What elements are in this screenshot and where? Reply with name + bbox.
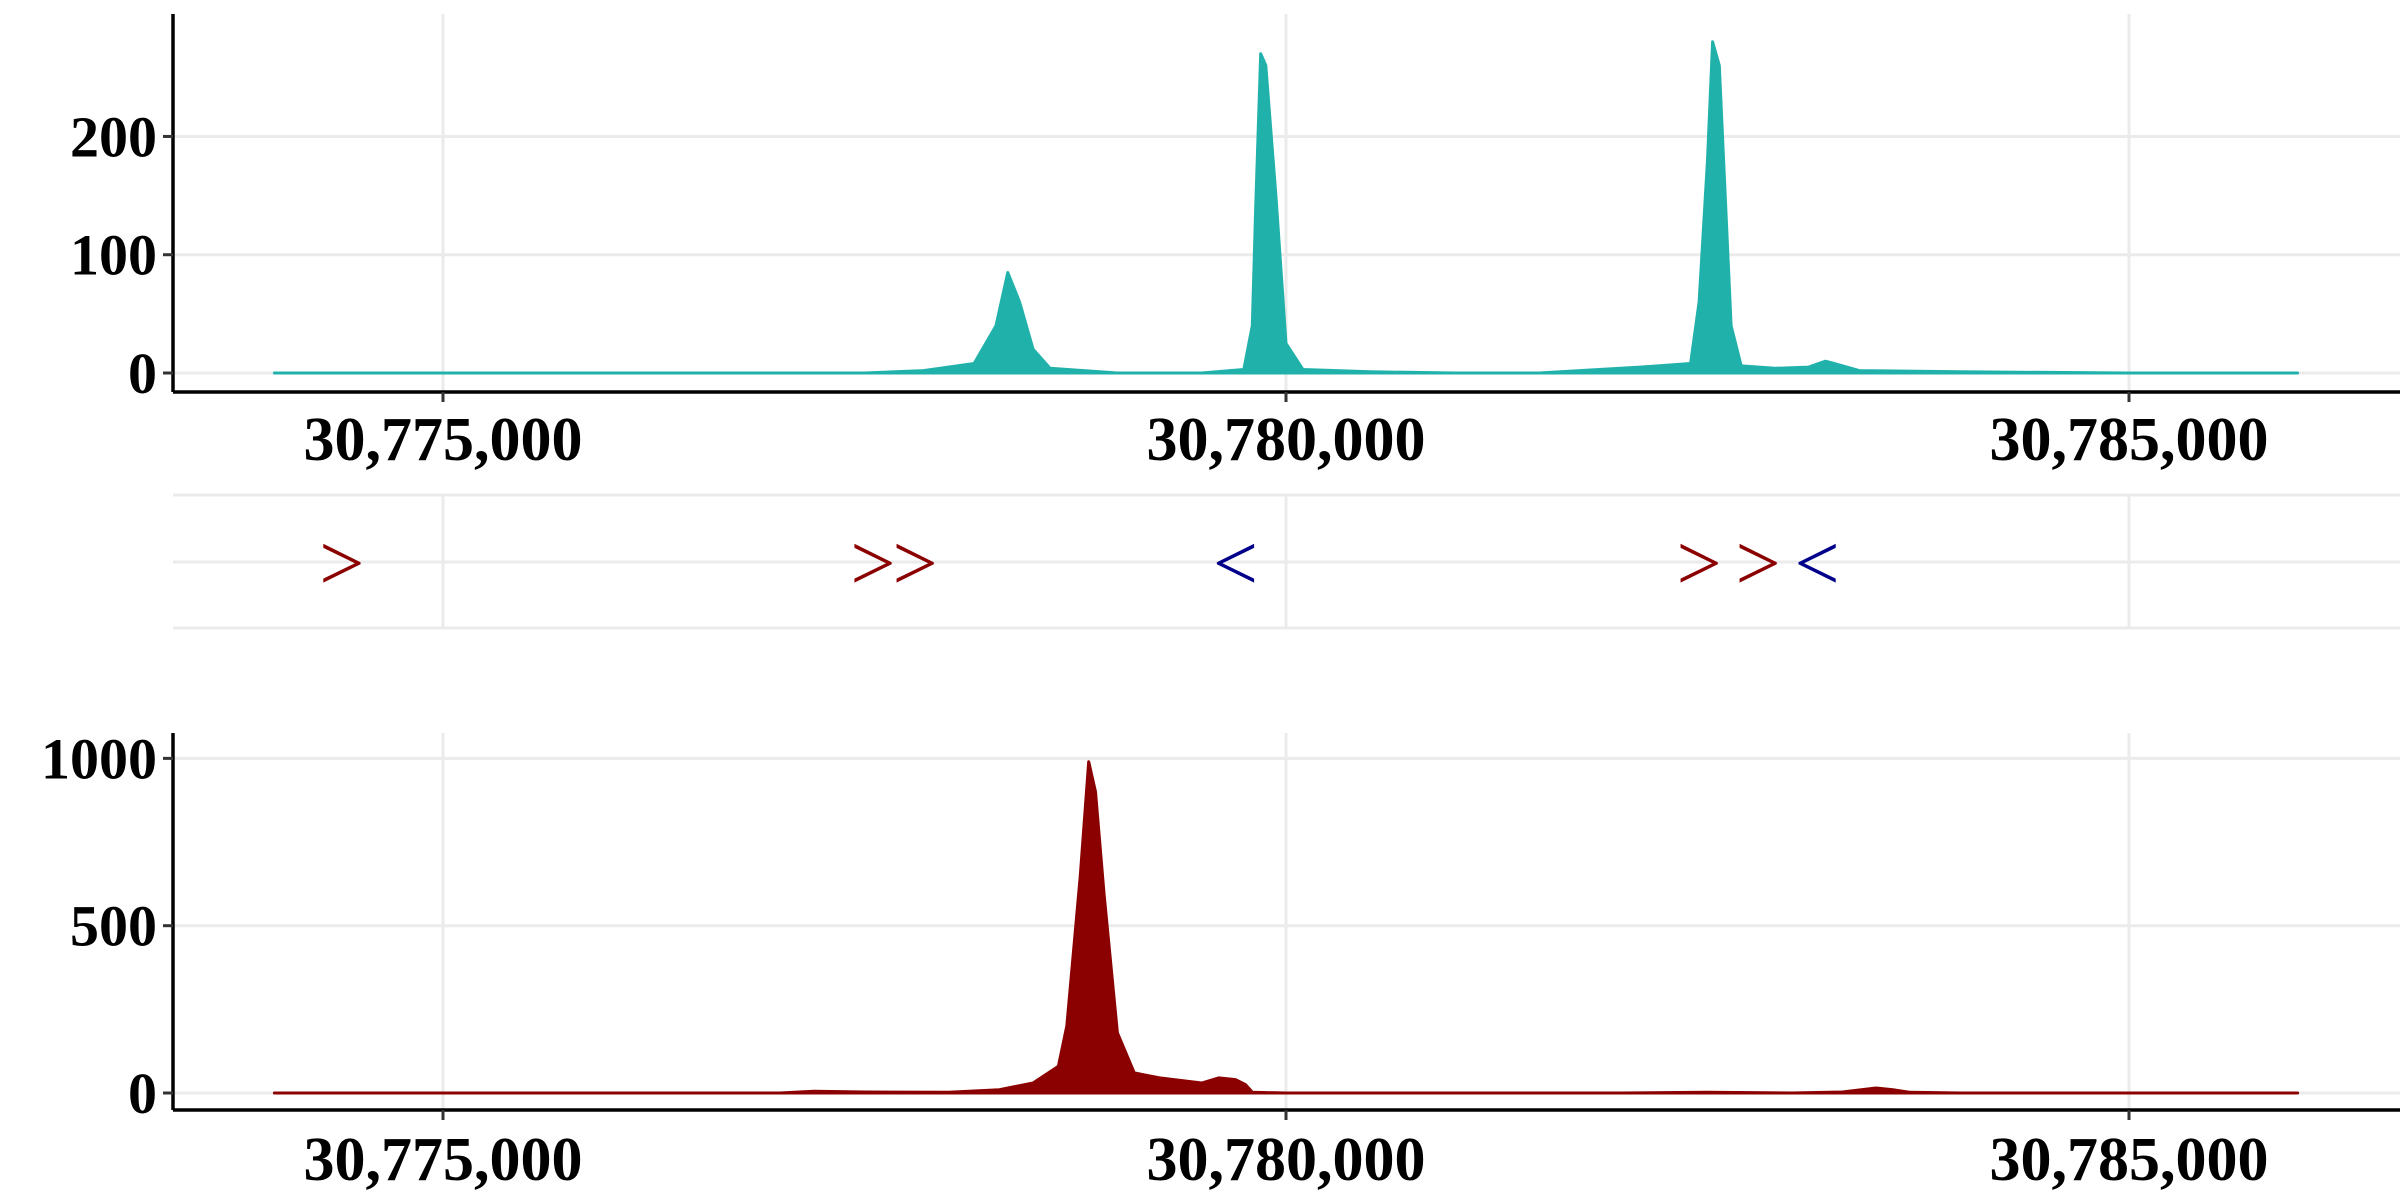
y-tick-label: 200 — [70, 104, 157, 169]
y-tick-label: 1000 — [41, 726, 157, 791]
reverse-strand-arrow: < — [1213, 520, 1258, 608]
reverse-strand-arrow: < — [1795, 520, 1840, 608]
y-tick-label: 0 — [128, 341, 157, 406]
y-tick-label: 500 — [70, 894, 157, 959]
forward-strand-arrow: > — [850, 520, 895, 608]
forward-strand-arrow: > — [1736, 520, 1781, 608]
coverage-area — [272, 760, 2300, 1095]
gene-arrow-track: > >> < > > < — [173, 493, 2400, 630]
x-tick-label: 30,785,000 — [1990, 1126, 2269, 1194]
x-tick-label: 30,775,000 — [304, 406, 583, 474]
x-tick-label: 30,780,000 — [1147, 406, 1426, 474]
forward-strand-arrow: > — [1677, 520, 1722, 608]
x-tick-label: 30,785,000 — [1990, 406, 2269, 474]
coverage-area — [272, 40, 2300, 375]
forward-strand-arrow: > — [893, 520, 938, 608]
bottom-coverage-panel: 0 500 1000 30,775,000 30,780,000 30,785,000 — [41, 726, 2400, 1194]
x-tick-label: 30,775,000 — [304, 1126, 583, 1194]
y-tick-label: 100 — [70, 223, 157, 288]
top-coverage-panel: 0 100 200 30,775,000 30,780,000 30,785,000 — [70, 14, 2400, 474]
forward-strand-arrow: > — [319, 520, 364, 608]
x-tick-label: 30,780,000 — [1147, 1126, 1426, 1194]
y-tick-label: 0 — [128, 1061, 157, 1126]
